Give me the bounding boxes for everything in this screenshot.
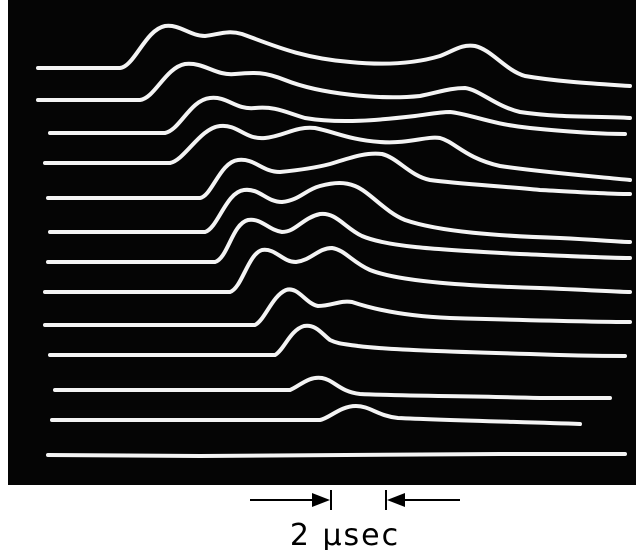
page: 2 μsec [0,0,636,550]
scale-arrow-head [312,493,330,507]
trace [48,454,625,456]
screen [8,0,636,485]
oscilloscope-image: 2 μsec [0,0,636,550]
scale-label: 2 μsec [290,518,400,550]
